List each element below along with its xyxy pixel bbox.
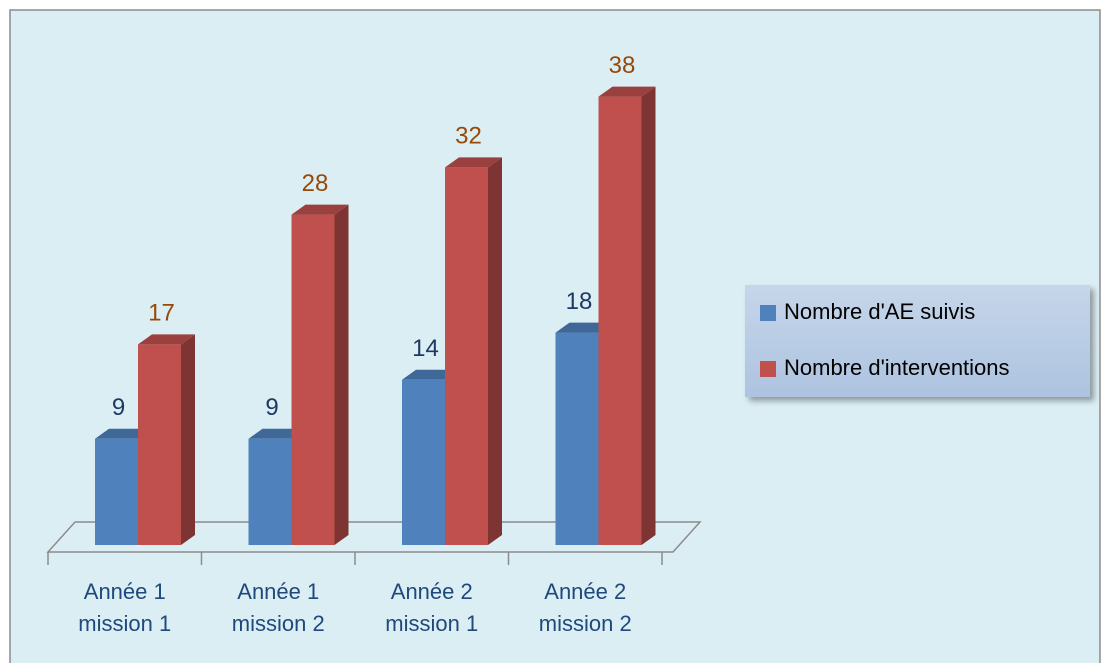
bar-front bbox=[248, 438, 292, 545]
bar-front bbox=[598, 96, 642, 545]
legend-label: Nombre d'AE suivis bbox=[784, 299, 975, 324]
bar bbox=[445, 157, 502, 545]
data-label: 38 bbox=[609, 52, 636, 79]
bar-front bbox=[445, 167, 488, 545]
floor bbox=[46, 521, 702, 553]
bar-front bbox=[95, 438, 138, 545]
bar-top bbox=[402, 369, 459, 380]
bar-front bbox=[402, 379, 445, 545]
bar-side bbox=[334, 204, 349, 545]
data-label: 17 bbox=[148, 300, 175, 327]
data-label: 9 bbox=[112, 394, 125, 421]
bar-side bbox=[641, 86, 656, 545]
bar bbox=[138, 334, 195, 545]
bar bbox=[598, 86, 656, 545]
data-label: 14 bbox=[412, 335, 439, 362]
legend-label: Nombre d'interventions bbox=[784, 355, 1010, 380]
bar-top bbox=[555, 322, 613, 333]
bar-top bbox=[138, 334, 195, 345]
bar-side bbox=[488, 157, 502, 545]
legend-box bbox=[745, 285, 1090, 397]
data-label: 9 bbox=[265, 394, 278, 421]
data-label: 18 bbox=[566, 288, 593, 315]
bar-top bbox=[291, 204, 349, 215]
x-tick-label: Année 2 mission 2 bbox=[538, 579, 632, 636]
bar bbox=[291, 204, 349, 545]
data-label: 28 bbox=[302, 170, 329, 197]
bar-front bbox=[138, 344, 181, 545]
data-label: 32 bbox=[455, 123, 482, 150]
bar-front bbox=[555, 332, 599, 545]
legend-swatch bbox=[760, 305, 776, 321]
bar-top bbox=[445, 157, 502, 168]
bar-top bbox=[95, 428, 152, 439]
bar-top bbox=[598, 86, 656, 97]
x-tick-label: Année 1 mission 2 bbox=[231, 579, 325, 636]
legend-swatch bbox=[760, 361, 776, 377]
x-tick-label: Année 1 mission 1 bbox=[78, 579, 172, 636]
bar-front bbox=[291, 214, 335, 545]
bar-side bbox=[181, 334, 195, 545]
bar-top bbox=[248, 428, 306, 439]
x-tick-label: Année 2 mission 1 bbox=[385, 579, 479, 636]
